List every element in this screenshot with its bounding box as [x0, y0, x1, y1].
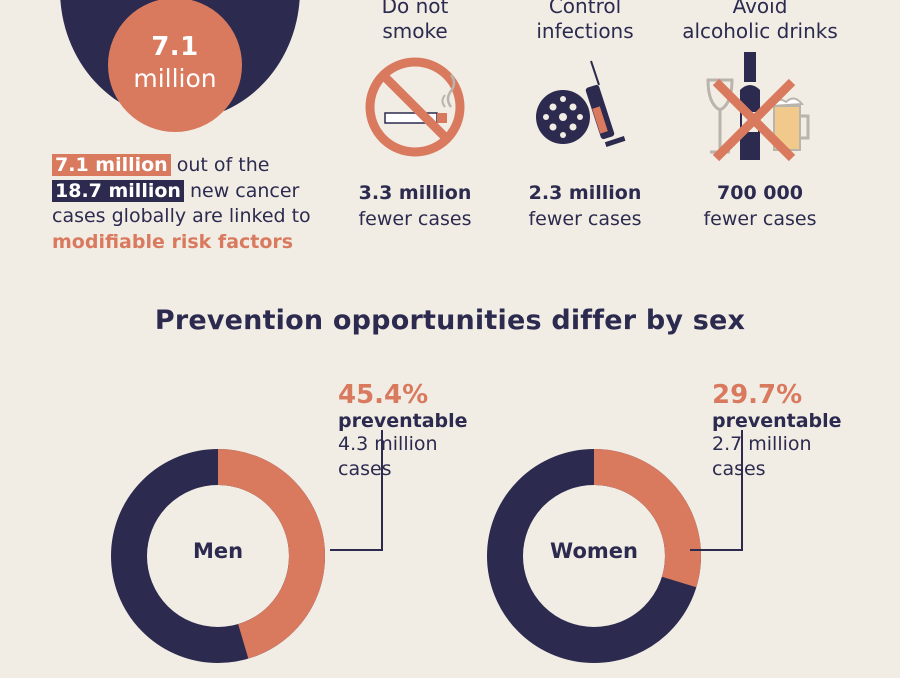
highlight-total: 18.7 million	[52, 179, 184, 202]
summary-text: 7.1 million out of the 18.7 million new …	[52, 153, 342, 255]
women-callout-line	[690, 430, 743, 551]
men-percent: 45.4%	[338, 380, 429, 410]
action-label-line2: smoke	[382, 19, 448, 43]
circle-value: 7.1	[151, 32, 199, 62]
no-alcohol-icon	[706, 52, 810, 162]
action-unit: fewer cases	[528, 208, 642, 230]
modifiable-cases-circle	[108, 0, 242, 132]
summary-text-2: new cancer cases globally are linked to	[52, 179, 311, 228]
men-stats: 45.4% preventable 4.3 million cases	[338, 380, 468, 482]
women-donut-chart	[487, 449, 701, 663]
women-percent: 29.7%	[712, 380, 803, 410]
section-title: Prevention opportunities differ by sex	[154, 305, 746, 336]
donut-preventable-arc	[111, 449, 325, 663]
action-value-infections: 2.3 million fewer cases	[500, 180, 670, 232]
action-value: 700 000	[717, 182, 803, 204]
women-cases-line1: 2.7 million	[712, 433, 812, 455]
action-unit: fewer cases	[703, 208, 817, 230]
no-smoking-icon	[365, 57, 465, 157]
action-value-alcohol: 700 000 fewer cases	[672, 180, 848, 232]
virus-syringe-icon	[536, 60, 626, 147]
women-label: Women	[550, 539, 638, 563]
action-label-line1: Control	[548, 0, 622, 18]
action-label-alcohol: Avoid alcoholic drinks	[670, 0, 850, 44]
summary-emphasis: modifiable risk factors	[52, 230, 294, 253]
men-donut-chart	[111, 449, 325, 663]
circle-unit: million	[133, 64, 217, 93]
summary-text-1: out of the	[170, 154, 270, 176]
women-preventable-label: preventable	[712, 410, 842, 432]
men-cases-line1: 4.3 million	[338, 433, 438, 455]
men-preventable-label: preventable	[338, 410, 468, 432]
action-value: 2.3 million	[528, 182, 642, 204]
action-label-smoke: Do not smoke	[345, 0, 485, 44]
men-cases-line2: cases	[338, 458, 392, 480]
action-label-line2: alcoholic drinks	[682, 19, 838, 43]
highlight-modifiable: 7.1 million	[52, 154, 171, 176]
men-callout-line	[330, 430, 383, 551]
action-value-smoke: 3.3 million fewer cases	[330, 180, 500, 232]
men-label: Men	[192, 539, 244, 563]
action-unit: fewer cases	[358, 208, 472, 230]
action-label-infections: Control infections	[510, 0, 660, 44]
action-label-line1: Avoid	[732, 0, 788, 18]
women-cases-line2: cases	[712, 458, 766, 480]
women-stats: 29.7% preventable 2.7 million cases	[712, 380, 842, 482]
donut-preventable-arc	[487, 449, 701, 663]
action-label-line1: Do not	[381, 0, 449, 18]
action-value: 3.3 million	[358, 182, 472, 204]
action-label-line2: infections	[536, 19, 634, 43]
